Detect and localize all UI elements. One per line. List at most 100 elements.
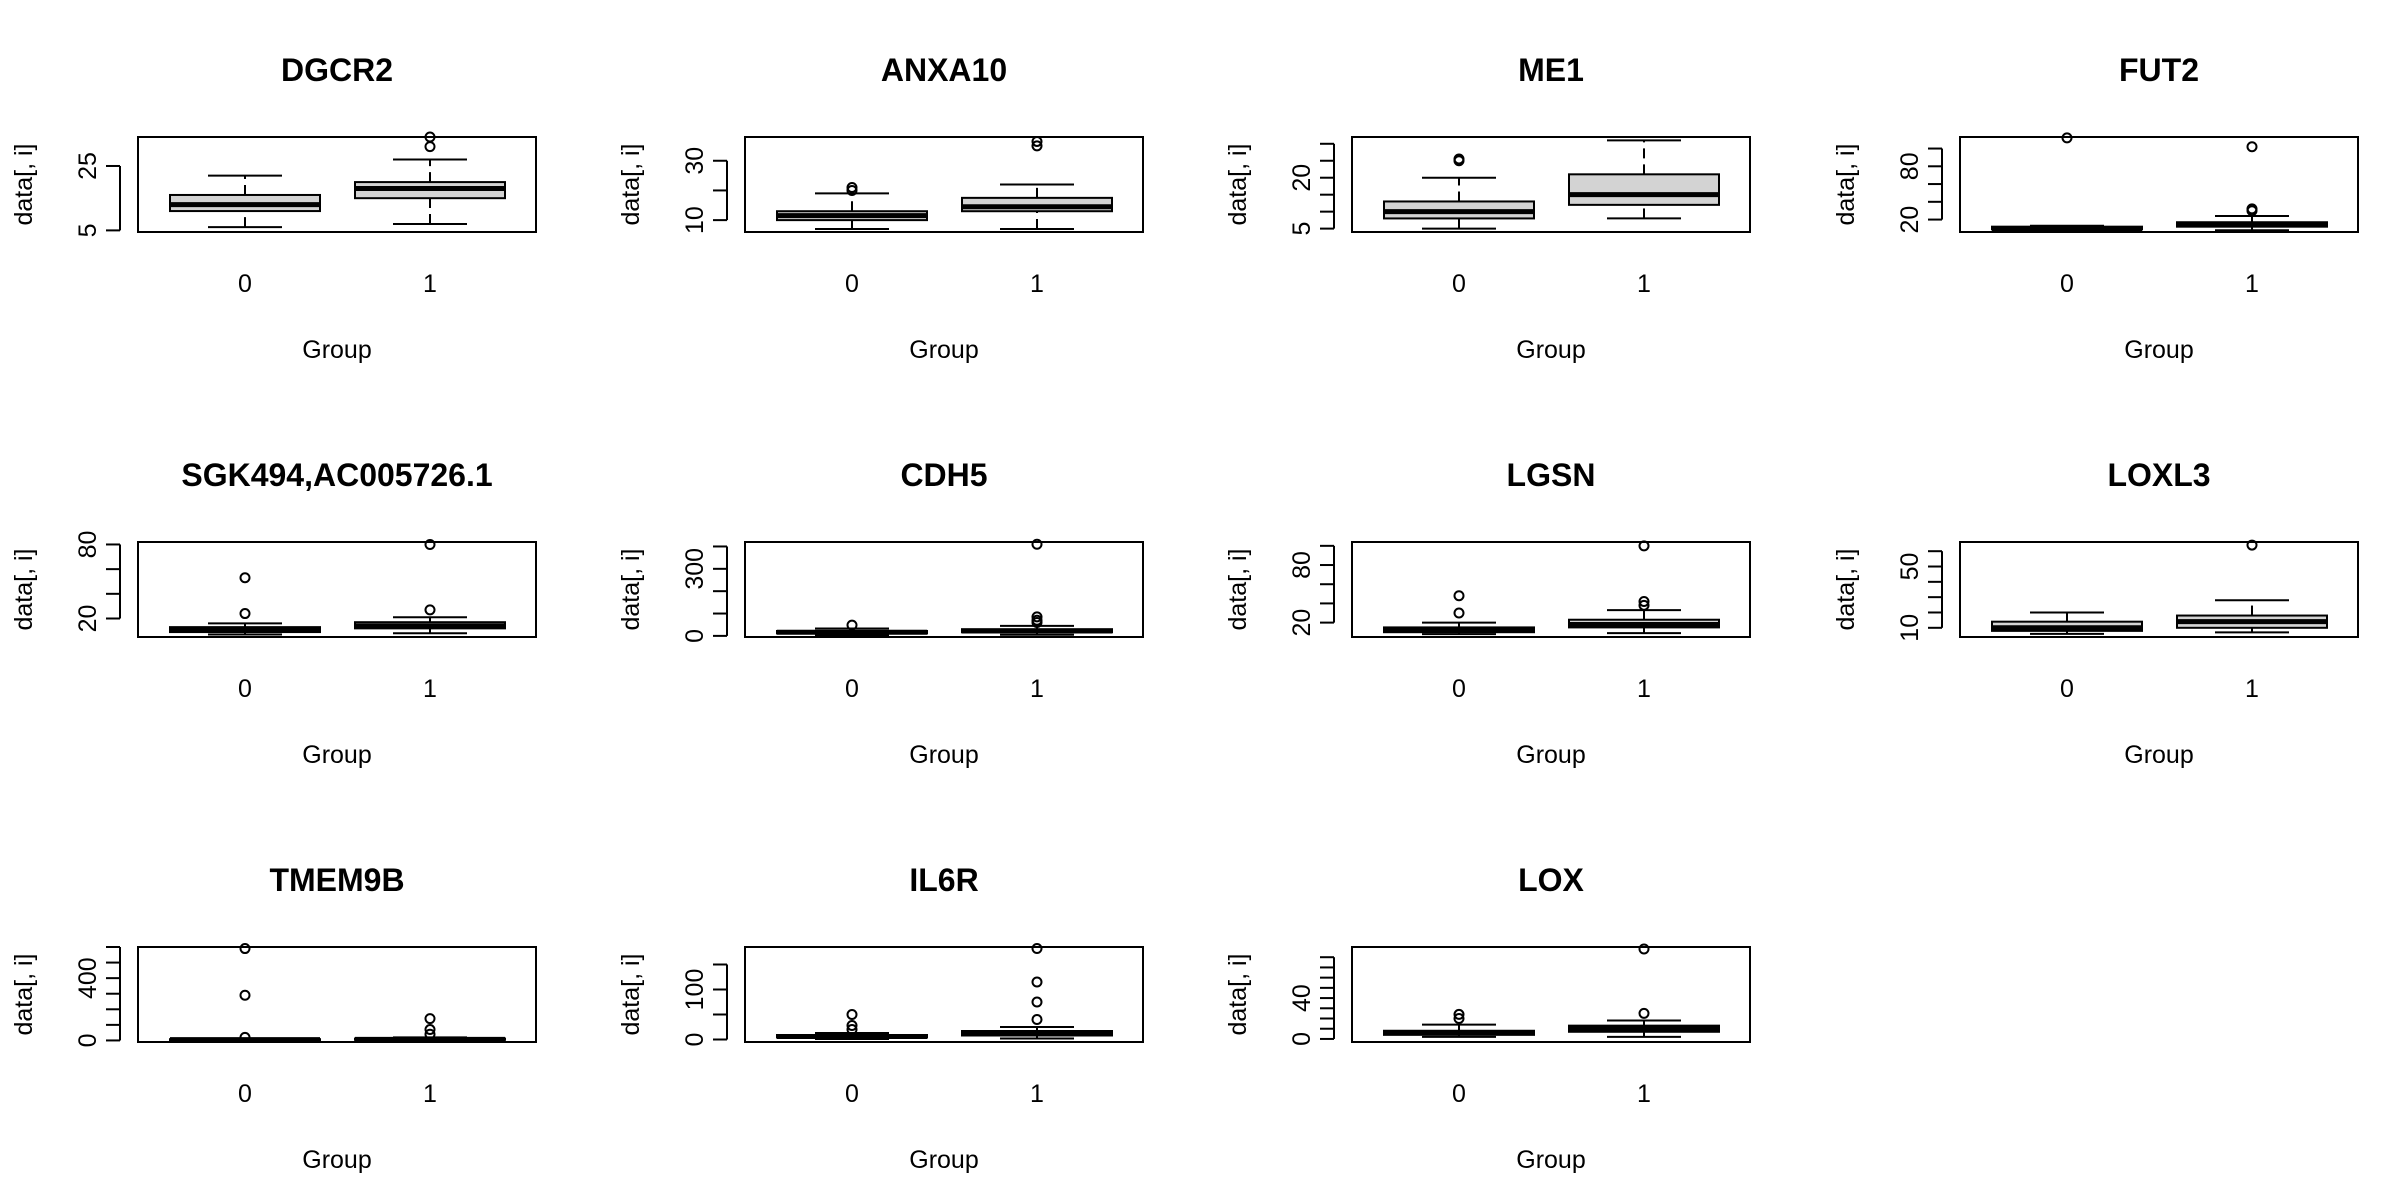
outlier-point bbox=[2246, 539, 2258, 551]
y-tick-label: 40 bbox=[1288, 984, 1316, 1012]
box-group-1 bbox=[354, 1013, 506, 1042]
x-tick-label: 0 bbox=[1452, 270, 1466, 298]
panel-title: ME1 bbox=[1518, 52, 1584, 88]
panel-7: LOXL3 Group data[, i] 10 50 0 1 bbox=[1832, 457, 2359, 769]
box-group-0 bbox=[776, 619, 928, 637]
x-axis-label: Group bbox=[1516, 336, 1585, 364]
y-tick-label: 0 bbox=[74, 1033, 102, 1047]
y-axis-label: data[, i] bbox=[1224, 144, 1252, 226]
outlier-point bbox=[1453, 1013, 1465, 1025]
y-tick-label: 20 bbox=[1288, 164, 1316, 192]
box-group-1 bbox=[2176, 141, 2328, 232]
outlier-point bbox=[846, 1024, 858, 1035]
x-axis-label: Group bbox=[1516, 1146, 1585, 1174]
box-group-0 bbox=[1991, 132, 2143, 233]
y-axis-label: data[, i] bbox=[617, 144, 645, 226]
panel-6: LGSN Group data[, i] 20 80 0 1 bbox=[1224, 457, 1751, 769]
x-tick-label: 0 bbox=[2060, 270, 2074, 298]
y-axis-label: data[, i] bbox=[10, 954, 38, 1036]
y-tick-label: 30 bbox=[681, 147, 709, 175]
panel-title: SGK494,AC005726.1 bbox=[181, 457, 492, 493]
x-tick-label: 1 bbox=[1030, 675, 1044, 703]
panel-title: FUT2 bbox=[2119, 52, 2199, 88]
y-axis-label: data[, i] bbox=[617, 549, 645, 631]
panel-title: CDH5 bbox=[900, 457, 987, 493]
y-axis-label: data[, i] bbox=[10, 549, 38, 631]
y-tick-label: 5 bbox=[74, 223, 102, 237]
box-group-0 bbox=[776, 181, 928, 231]
x-tick-label: 0 bbox=[238, 1080, 252, 1108]
x-tick-label: 0 bbox=[845, 675, 859, 703]
outlier-point bbox=[1638, 943, 1650, 955]
x-tick-label: 1 bbox=[1637, 1080, 1651, 1108]
plot-frame bbox=[1351, 136, 1751, 233]
outlier-point bbox=[1638, 599, 1650, 611]
plot-frame bbox=[137, 136, 537, 233]
y-tick-label: 80 bbox=[1288, 551, 1316, 579]
y-axis-label: data[, i] bbox=[10, 144, 38, 226]
outlier-point bbox=[424, 1013, 436, 1025]
y-tick-label: 0 bbox=[1288, 1032, 1316, 1046]
y-tick-label: 100 bbox=[681, 969, 709, 1011]
panel-title: ANXA10 bbox=[881, 52, 1007, 88]
outlier-point bbox=[846, 619, 858, 631]
x-axis-label: Group bbox=[909, 1146, 978, 1174]
outlier-point bbox=[1453, 1008, 1465, 1020]
box-group-1 bbox=[961, 943, 1113, 1040]
outlier-point bbox=[1638, 1007, 1650, 1019]
x-tick-label: 1 bbox=[1637, 675, 1651, 703]
y-tick-label: 50 bbox=[1896, 553, 1924, 581]
outlier-point bbox=[239, 572, 251, 584]
outlier-point bbox=[424, 1024, 436, 1036]
x-tick-label: 1 bbox=[1030, 1080, 1044, 1108]
outlier-point bbox=[239, 943, 251, 955]
x-tick-label: 1 bbox=[1030, 270, 1044, 298]
plot-frame bbox=[1351, 541, 1751, 638]
y-tick-label: 20 bbox=[1288, 609, 1316, 637]
plot-frame bbox=[1959, 136, 2359, 233]
x-tick-label: 0 bbox=[845, 270, 859, 298]
x-axis-label: Group bbox=[909, 336, 978, 364]
box-iqr bbox=[1568, 173, 1720, 206]
outlier-point bbox=[239, 608, 251, 620]
outlier-point bbox=[424, 141, 436, 153]
outlier-point bbox=[1453, 590, 1465, 602]
outlier-point bbox=[1031, 614, 1043, 626]
outlier-point bbox=[1031, 996, 1043, 1008]
outlier-point bbox=[846, 181, 858, 193]
y-tick-label: 80 bbox=[74, 531, 102, 559]
x-axis-label: Group bbox=[909, 741, 978, 769]
outlier-point bbox=[239, 989, 251, 1001]
box-group-0 bbox=[1383, 1008, 1535, 1038]
y-tick-label: 25 bbox=[74, 152, 102, 180]
outlier-point bbox=[1031, 538, 1043, 550]
outlier-point bbox=[1453, 607, 1465, 619]
box-group-0 bbox=[169, 174, 321, 229]
y-tick-label: 300 bbox=[681, 548, 709, 590]
y-tick-label: 0 bbox=[681, 629, 709, 643]
plot-frame bbox=[137, 541, 537, 638]
y-tick-label: 80 bbox=[1896, 152, 1924, 180]
outlier-point bbox=[424, 1028, 436, 1040]
outlier-point bbox=[1638, 595, 1650, 607]
box-group-0 bbox=[776, 1009, 928, 1040]
x-tick-label: 0 bbox=[1452, 1080, 1466, 1108]
panel-9: IL6R Group data[, i] 0 100 0 1 bbox=[617, 862, 1144, 1174]
x-axis-label: Group bbox=[2124, 336, 2193, 364]
outlier-point bbox=[1031, 140, 1043, 152]
panel-title: LGSN bbox=[1507, 457, 1596, 493]
box-group-0 bbox=[169, 943, 321, 1043]
panel-title: DGCR2 bbox=[281, 52, 393, 88]
plot-frame bbox=[1959, 541, 2359, 638]
y-tick-label: 0 bbox=[681, 1033, 709, 1047]
box-group-0 bbox=[169, 572, 321, 636]
box-group-1 bbox=[1568, 540, 1720, 635]
y-tick-label: 5 bbox=[1288, 222, 1316, 236]
x-tick-label: 0 bbox=[238, 270, 252, 298]
y-axis-label: data[, i] bbox=[1224, 954, 1252, 1036]
panel-10: LOX Group data[, i] 0 40 0 1 bbox=[1224, 862, 1751, 1174]
box-group-0 bbox=[1383, 153, 1535, 230]
plot-frame bbox=[1351, 946, 1751, 1043]
box-group-1 bbox=[1568, 139, 1720, 220]
